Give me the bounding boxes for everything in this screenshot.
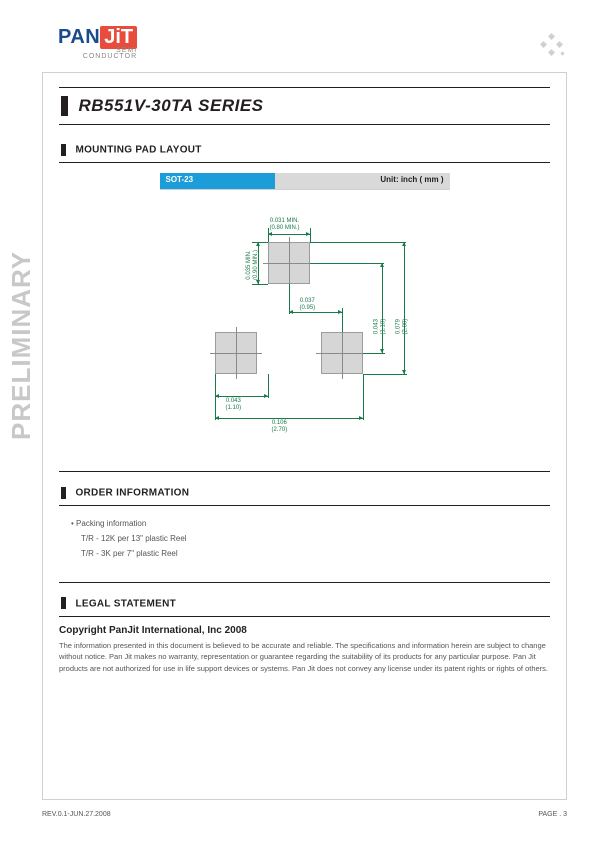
footer-revision: REV.0.1-JUN.27.2008 [42, 811, 111, 818]
section-bar-icon [61, 487, 66, 499]
dim-h043: 0.043 [226, 398, 242, 405]
dim-top-h: 0.035 MIN. [246, 250, 253, 280]
dim-v079-mm: (2.00) [401, 319, 408, 335]
section-mounting-header: MOUNTING PAD LAYOUT [59, 139, 550, 163]
section-bar-icon [61, 144, 66, 156]
footer-page: PAGE . 3 [538, 811, 567, 818]
pad-bottom-right [321, 332, 363, 374]
dim-top-h-mm: (0.90 MIN.) [252, 250, 259, 280]
product-title: RB551V-30TA SERIES [78, 96, 263, 115]
order-line-1: T/R - 12K per 13" plastic Reel [71, 531, 550, 546]
preliminary-watermark: PRELIMINARY [6, 251, 37, 440]
section-legal-label: LEGAL STATEMENT [75, 598, 176, 609]
order-heading: • Packing information [71, 516, 550, 531]
brand-logo: PANJiT SEMI CONDUCTOR [58, 26, 137, 60]
section-mounting-label: MOUNTING PAD LAYOUT [75, 144, 201, 155]
logo-jit-text: JiT [100, 26, 137, 49]
diagram-titlebar: SOT-23 Unit: inch ( mm ) [160, 173, 450, 189]
divider-2 [59, 582, 550, 583]
dim-v079: 0.079 [395, 319, 402, 335]
logo-pan-text: PAN [58, 26, 100, 48]
content-frame: RB551V-30TA SERIES MOUNTING PAD LAYOUT S… [42, 72, 567, 800]
order-line-2: T/R - 3K per 7" plastic Reel [71, 546, 550, 561]
section-order-label: ORDER INFORMATION [75, 487, 189, 498]
dim-top-w-mm: (0.80 MIN.) [270, 225, 300, 232]
section-order-header: ORDER INFORMATION [59, 482, 550, 506]
order-info-list: • Packing information T/R - 12K per 13" … [59, 514, 550, 564]
pad-top [268, 242, 310, 284]
diagram-body: 0.031 MIN. (0.80 MIN.) 0.035 MIN. (0.90 … [160, 189, 450, 449]
dim-v043: 0.043 [373, 319, 380, 335]
title-bar-icon [61, 96, 68, 116]
decorative-dots [531, 34, 567, 62]
dim-v043-mm: (1.10) [379, 319, 386, 335]
unit-label: Unit: inch ( mm ) [275, 173, 450, 189]
pad-layout-diagram: SOT-23 Unit: inch ( mm ) 0.031 MIN. [160, 173, 450, 449]
package-label: SOT-23 [160, 173, 275, 189]
dim-h106-mm: (2.70) [272, 427, 288, 434]
section-legal-header: LEGAL STATEMENT [59, 593, 550, 617]
page-footer: REV.0.1-JUN.27.2008 PAGE . 3 [42, 811, 567, 818]
section-bar-icon [61, 597, 66, 609]
dim-h043-mm: (1.10) [226, 405, 242, 412]
dim-037-mm: (0.95) [300, 305, 316, 312]
dim-h106: 0.106 [272, 420, 288, 427]
pad-bottom-left [215, 332, 257, 374]
dim-037: 0.037 [300, 298, 316, 305]
page-header: PANJiT SEMI CONDUCTOR [58, 26, 567, 64]
logo-subtitle-2: CONDUCTOR [58, 53, 137, 60]
dim-top-w: 0.031 MIN. [270, 218, 300, 225]
legal-body-text: The information presented in this docume… [59, 640, 550, 675]
title-block: RB551V-30TA SERIES [59, 87, 550, 125]
divider-1 [59, 471, 550, 472]
copyright-line: Copyright PanJit International, Inc 2008 [59, 625, 550, 636]
